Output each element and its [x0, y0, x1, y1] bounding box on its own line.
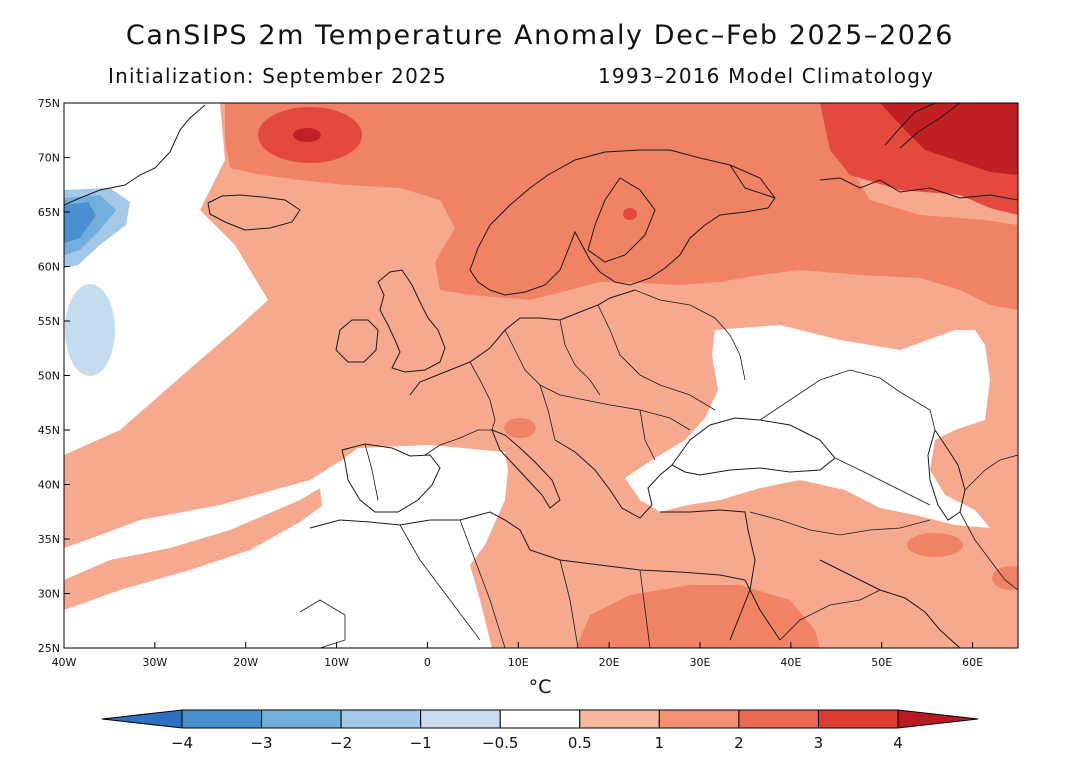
lat-tick-label: 75N — [38, 97, 60, 110]
colorbar: −4 −3 −2 −1 −0.5 0.5 1 2 3 4 — [101, 709, 979, 752]
lat-tick-label: 40N — [38, 479, 60, 492]
lon-tick-label: 0 — [424, 656, 431, 669]
warm-scandinavia-region — [225, 103, 1018, 310]
lat-tick-label: 60N — [38, 261, 60, 274]
colorbar-swatch — [181, 709, 263, 729]
colorbar-swatch — [579, 709, 660, 729]
colorbar-swatch — [658, 709, 740, 729]
anomaly-field — [64, 103, 1018, 648]
map-title: CanSIPS 2m Temperature Anomaly Dec–Feb 2… — [125, 20, 955, 51]
lon-tick-label: 60E — [962, 656, 983, 669]
colorbar-high-arrow — [897, 709, 979, 729]
lon-tick-label: 30E — [690, 656, 711, 669]
lon-tick-label: 30W — [142, 656, 167, 669]
warm-finland-spot — [623, 208, 637, 220]
colorbar-label: 1 — [655, 734, 665, 752]
neutral-iberia-north-africa-region — [64, 445, 508, 648]
colorbar-low-arrow — [101, 709, 183, 729]
lon-tick-label: 20E — [599, 656, 620, 669]
colorbar-label: −1 — [410, 734, 432, 752]
neutral-atlantic-region — [64, 103, 268, 455]
warm-alps-spot — [504, 418, 536, 438]
lon-tick-label: 50E — [871, 656, 892, 669]
neutral-black-sea-region — [625, 325, 990, 528]
colorbar-swatch — [340, 709, 422, 729]
colorbar-label: 4 — [893, 734, 903, 752]
lon-tick-label: 20W — [233, 656, 258, 669]
warm-egypt-region — [576, 585, 820, 648]
colorbar-label: −2 — [330, 734, 352, 752]
initialization-label: Initialization: September 2025 — [108, 64, 447, 88]
colorbar-swatch — [499, 709, 581, 729]
lat-tick-label: 50N — [38, 370, 60, 383]
colorbar-label: −3 — [250, 734, 272, 752]
very-hot-iceland-sea-spot — [293, 128, 321, 142]
cool-anomaly-atlantic-region — [65, 284, 115, 376]
latitude-axis: 25N 30N 35N 40N 45N 50N 55N 60N 65N 70N 75N — [38, 97, 70, 655]
longitude-axis: 40W 30W 20W 10W 0 10E 20E 30E 40E 50E 60E — [52, 642, 983, 669]
lat-tick-label: 30N — [38, 588, 60, 601]
lat-tick-label: 55N — [38, 315, 60, 328]
lon-tick-label: 40W — [52, 656, 77, 669]
lat-tick-label: 45N — [38, 424, 60, 437]
lon-tick-label: 10W — [324, 656, 349, 669]
very-hot-novaya-zemlya-region — [880, 103, 1018, 175]
country-borders — [299, 289, 1018, 648]
colorbar-swatch — [817, 709, 899, 729]
unit-label: °C — [528, 676, 552, 698]
warm-coastal-band — [64, 488, 322, 610]
climatology-label: 1993–2016 Model Climatology — [598, 64, 935, 88]
colorbar-label: −4 — [171, 734, 193, 752]
colorbar-swatch — [420, 709, 501, 729]
lon-tick-label: 10E — [508, 656, 529, 669]
colorbar-label: −0.5 — [482, 734, 518, 752]
colorbar-swatch — [261, 709, 342, 729]
lat-tick-label: 25N — [38, 642, 60, 655]
lat-tick-label: 65N — [38, 206, 60, 219]
colorbar-label: 2 — [734, 734, 744, 752]
colorbar-label: 0.5 — [568, 734, 592, 752]
colorbar-label: 3 — [814, 734, 824, 752]
colorbar-swatch — [738, 709, 819, 729]
lon-tick-label: 40E — [780, 656, 801, 669]
lat-tick-label: 70N — [38, 152, 60, 165]
warm-faroe-spot — [344, 213, 360, 223]
warm-iran-spot — [907, 533, 963, 557]
cold-anomaly-greenland-core — [64, 202, 96, 243]
lat-tick-label: 35N — [38, 533, 60, 546]
